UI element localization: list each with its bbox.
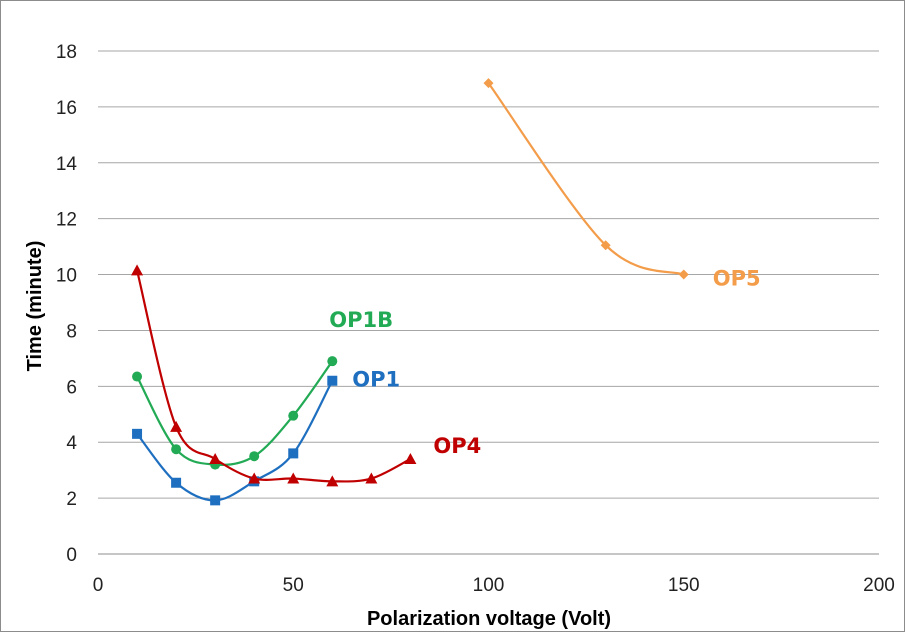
data-point-op5 [483,78,494,89]
y-tick-label: 14 [56,154,78,175]
series-label-op4: OP4 [433,434,481,458]
series-line-op5 [487,82,685,276]
data-point-op5 [678,269,689,280]
x-tick-label: 0 [93,575,104,596]
series-op1 [132,375,338,506]
data-point-op4 [326,475,339,487]
data-point-op1 [327,375,338,386]
gridlines [98,50,879,499]
data-point-op1 [171,477,182,488]
series-labels: OP1 OP1B OP4 OP5 [329,267,760,458]
y-tick-label: 0 [66,545,77,566]
series-op4 [131,264,417,487]
data-point-op4 [365,472,378,484]
data-point-op1b [249,451,260,462]
x-tick-label: 200 [863,575,895,596]
series-line-op1b [136,360,334,467]
series-label-op1: OP1 [352,368,400,392]
y-tick-label: 8 [66,321,77,342]
data-point-op1 [210,495,221,506]
y-tick-label: 10 [56,266,77,287]
y-tick-label: 16 [56,98,77,119]
y-tick-label: 6 [66,377,77,398]
x-axis-title: Polarization voltage (Volt) [367,608,611,630]
data-point-op4 [248,472,261,484]
tick-labels: 0 2 4 6 8 10 12 14 16 18 0 50 100 150 200 [56,42,895,596]
x-tick-label: 100 [473,575,505,596]
data-point-op4 [404,452,417,464]
data-point-op4 [131,264,144,276]
data-point-op4 [209,452,222,464]
y-tick-label: 4 [66,433,77,454]
series-op1b [132,356,338,470]
data-point-op1b [327,356,338,367]
y-axis-title: Time (minute) [24,241,46,372]
series-op5 [483,78,689,280]
data-point-op4 [170,420,183,432]
data-point-op1 [288,448,299,459]
series-label-op5: OP5 [713,267,761,291]
y-tick-label: 12 [56,210,77,231]
x-tick-label: 150 [668,575,700,596]
y-tick-label: 18 [56,42,77,63]
data-point-op1b [171,444,182,455]
series-line-op4 [135,270,411,483]
data-point-op1b [288,410,299,421]
y-tick-label: 2 [66,489,77,510]
data-point-op4 [287,472,300,484]
data-point-op1 [132,428,143,439]
series [131,78,689,506]
x-tick-label: 50 [283,575,304,596]
series-label-op1b: OP1B [329,308,393,332]
data-point-op5 [600,240,611,251]
data-point-op1b [132,371,143,382]
